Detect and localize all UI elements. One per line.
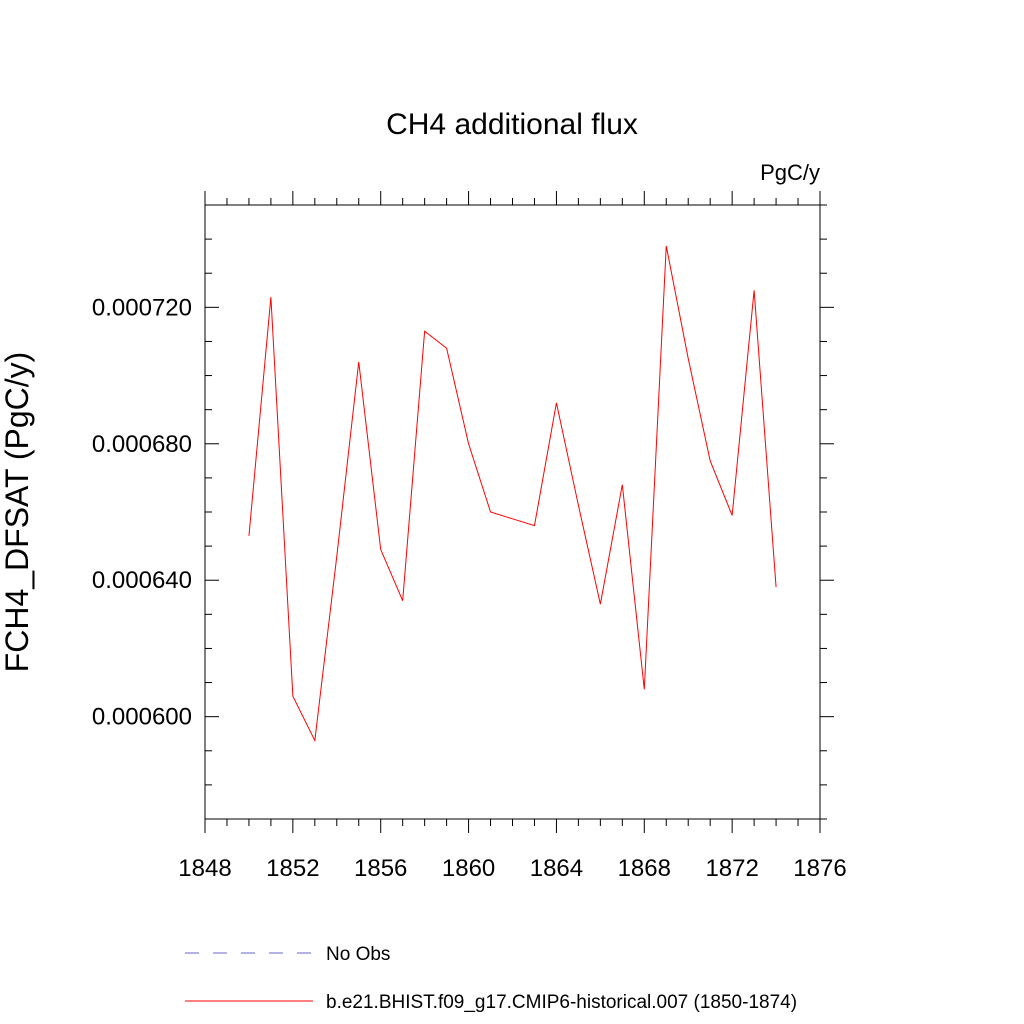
- x-tick-label: 1868: [618, 855, 671, 882]
- x-tick-label: 1872: [705, 855, 758, 882]
- x-tick-label: 1848: [178, 855, 231, 882]
- series-layer: [248, 245, 777, 743]
- series-line: [248, 245, 777, 743]
- legend-label-historical: b.e21.BHIST.f09_g17.CMIP6-historical.007…: [326, 992, 797, 1013]
- legend: No Obs b.e21.BHIST.f09_g17.CMIP6-histori…: [185, 944, 797, 1013]
- chart-title: CH4 additional flux: [386, 108, 638, 141]
- x-tick-label: 1864: [530, 855, 583, 882]
- units-label: PgC/y: [760, 160, 820, 185]
- x-tick-label: 1876: [793, 855, 846, 882]
- x-tick-label: 1852: [266, 855, 319, 882]
- y-tick-label: 0.000680: [92, 431, 192, 458]
- legend-label-no-obs: No Obs: [326, 944, 390, 965]
- x-axis: 1848 1852 1856 1860 1864 1868 1872 1876: [178, 191, 847, 882]
- y-tick-label: 0.000600: [92, 704, 192, 731]
- y-tick-label: 0.000640: [92, 567, 192, 594]
- y-axis-label: FCH4_DFSAT (PgC/y): [0, 352, 35, 673]
- y-axis: 0.000600 0.000640 0.000680 0.000720: [92, 204, 834, 820]
- plot-frame: [204, 204, 821, 820]
- y-tick-label: 0.000720: [92, 294, 192, 321]
- x-tick-label: 1856: [354, 855, 407, 882]
- x-tick-label: 1860: [442, 855, 495, 882]
